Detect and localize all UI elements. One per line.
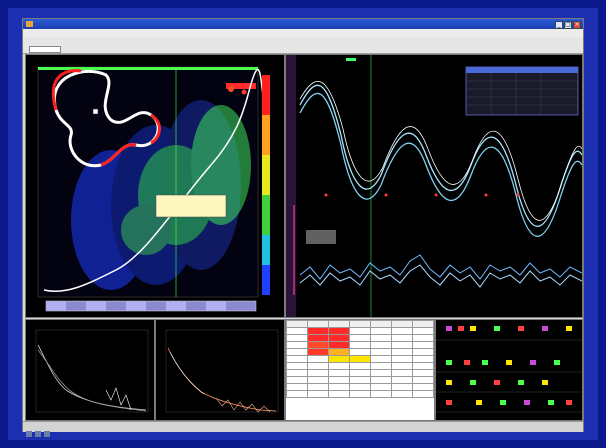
trace-plot-panel[interactable] bbox=[285, 54, 583, 318]
scatter-red-points bbox=[226, 83, 256, 95]
table-row[interactable] bbox=[286, 390, 434, 398]
track-map-icon[interactable] bbox=[51, 69, 161, 168]
scatter-top-band bbox=[38, 67, 258, 70]
event-grid-lines bbox=[436, 339, 582, 413]
data-table bbox=[286, 320, 434, 398]
scatter-plot bbox=[37, 66, 270, 312]
trace-info-overlay[interactable] bbox=[465, 66, 579, 116]
table-row[interactable] bbox=[286, 341, 434, 349]
trace-zoom-indicator[interactable] bbox=[346, 58, 356, 61]
event-grid bbox=[436, 320, 582, 420]
trace-left-gutter bbox=[286, 55, 296, 317]
event-grid-panel[interactable] bbox=[435, 319, 583, 421]
small-plot-2 bbox=[165, 329, 279, 413]
table-row[interactable] bbox=[286, 383, 434, 391]
data-popup bbox=[155, 194, 227, 218]
data-table-panel[interactable] bbox=[285, 319, 435, 421]
scatter-fit-curve bbox=[43, 68, 267, 292]
window-titlebar: _ □ × bbox=[23, 19, 583, 29]
close-icon[interactable]: × bbox=[573, 21, 581, 29]
small-plot-1 bbox=[35, 329, 149, 413]
scatter-plot-panel[interactable] bbox=[25, 54, 285, 318]
trace-red-markers bbox=[324, 193, 520, 197]
minimize-icon[interactable]: _ bbox=[555, 21, 563, 29]
status-icon[interactable] bbox=[44, 431, 50, 437]
trace-legend-box[interactable] bbox=[306, 230, 336, 244]
color-scale-bar bbox=[262, 75, 270, 295]
toolbar-selector-field[interactable] bbox=[29, 46, 61, 53]
table-row[interactable] bbox=[286, 348, 434, 356]
event-grid-cells bbox=[446, 326, 572, 405]
trace-lower-noise-lines bbox=[299, 254, 582, 288]
small-plot-panel-1[interactable] bbox=[25, 319, 155, 421]
maximize-icon[interactable]: □ bbox=[564, 21, 572, 29]
status-bar bbox=[23, 421, 583, 437]
table-row[interactable] bbox=[286, 369, 434, 377]
small-plot-panel-2[interactable] bbox=[155, 319, 285, 421]
status-icon[interactable] bbox=[26, 431, 32, 437]
menu-bar bbox=[23, 29, 583, 37]
table-header-row bbox=[286, 320, 434, 328]
lap-selector-strip[interactable] bbox=[45, 300, 257, 312]
table-row[interactable] bbox=[286, 355, 434, 363]
toolbar-secondary bbox=[23, 45, 583, 54]
table-row[interactable] bbox=[286, 327, 434, 335]
trace-upper-speed-lines bbox=[299, 81, 582, 237]
table-row[interactable] bbox=[286, 334, 434, 342]
table-row[interactable] bbox=[286, 376, 434, 384]
table-row[interactable] bbox=[286, 362, 434, 370]
status-icon[interactable] bbox=[35, 431, 41, 437]
main-window: _ □ × bbox=[22, 18, 584, 437]
app-icon bbox=[26, 21, 33, 27]
scatter-green-cloud bbox=[121, 105, 251, 255]
trace-plot bbox=[286, 55, 582, 317]
